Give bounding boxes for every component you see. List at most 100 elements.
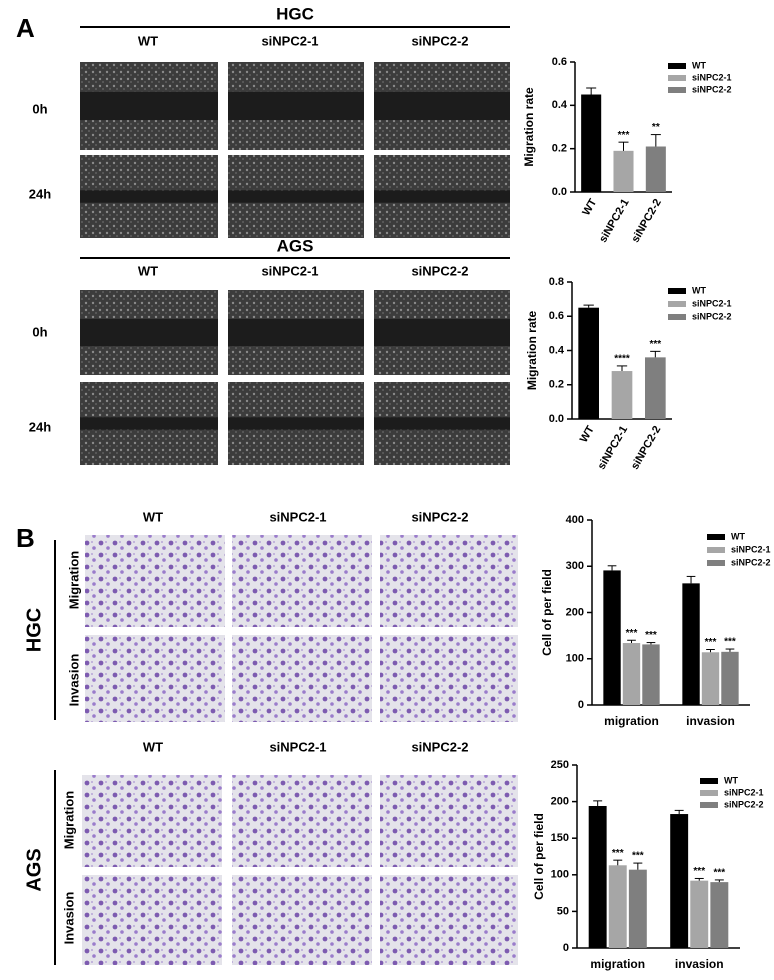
column-label: siNPC2-2 [411,739,468,754]
y-tick-label: 150 [551,832,569,844]
micrograph [380,775,518,867]
legend-label: siNPC2-1 [692,72,732,82]
legend-swatch [668,288,686,294]
x-tick-label: invasion [686,714,735,728]
bar [645,357,666,419]
wound-gap [80,417,218,430]
y-tick-label: 0.4 [549,344,565,356]
x-tick-label: siNPC2-1 [596,424,631,472]
bar [608,865,627,948]
row-label: Migration [61,791,76,850]
bar [710,882,729,948]
legend-swatch [700,778,718,784]
block-title: AGS [277,236,314,255]
legend-swatch [668,301,686,307]
legend-label: WT [724,775,738,785]
x-tick-label: migration [604,714,659,728]
significance: *** [612,848,624,859]
bar [622,643,641,705]
bar [690,880,709,948]
significance: *** [618,130,630,141]
row-label: 0h [32,324,47,339]
y-tick-label: 0.2 [552,143,567,155]
bar [701,652,720,705]
bar [613,150,634,192]
y-tick-label: 100 [551,869,569,881]
y-tick-label: 250 [551,759,569,771]
legend-label: siNPC2-2 [724,799,764,809]
significance: *** [713,868,725,879]
legend-label: siNPC2-1 [724,787,764,797]
y-tick-label: 200 [566,606,584,618]
y-tick-label: 0.6 [549,310,564,322]
micrograph [85,535,225,627]
column-label: siNPC2-1 [269,739,326,754]
column-label: siNPC2-1 [261,33,318,48]
block-title: AGS [23,848,45,891]
wound-gap [80,91,218,121]
wound-gap [374,91,510,121]
column-label: siNPC2-2 [411,33,468,48]
significance: ** [652,122,660,133]
micrograph [380,875,518,965]
y-tick-label: 0 [563,942,569,954]
block-title: HGC [276,4,314,23]
row-label: Migration [66,551,81,610]
y-tick-label: 100 [566,653,584,665]
y-tick-label: 0.4 [552,99,568,111]
micrograph [380,635,518,722]
bar [642,644,660,705]
bar [628,869,647,948]
legend-swatch [700,802,718,808]
bar [603,570,621,705]
column-label: WT [143,739,163,754]
micrograph [232,875,372,965]
significance: *** [645,630,657,641]
micrograph [82,875,222,965]
y-tick-label: 50 [557,905,569,917]
x-tick-label: WT [580,197,599,218]
y-tick-label: 300 [566,560,584,572]
significance: *** [724,637,736,648]
legend-label: WT [692,60,706,70]
significance: *** [693,866,705,877]
legend-label: siNPC2-2 [731,557,771,567]
significance: *** [649,339,661,350]
x-tick-label: siNPC2-2 [629,197,664,245]
wound-gap [228,318,364,347]
legend-swatch [668,87,686,93]
column-label: siNPC2-1 [261,263,318,278]
significance: **** [614,354,630,365]
micrograph [82,775,222,867]
panel-label: A [16,13,35,43]
legend-swatch [668,75,686,81]
legend-label: siNPC2-1 [692,298,732,308]
column-label: WT [138,33,158,48]
panel-label: B [16,523,35,553]
y-tick-label: 0.8 [549,276,564,288]
row-label: 0h [32,101,47,116]
wound-gap [228,417,364,430]
column-label: siNPC2-2 [411,263,468,278]
micrograph [232,535,372,627]
y-axis-label: Cell of per field [540,569,554,656]
wound-gap [228,190,364,203]
y-axis-label: Migration rate [525,311,539,391]
column-label: WT [138,263,158,278]
significance: *** [705,637,717,648]
x-tick-label: siNPC2-1 [597,197,632,245]
legend-swatch [700,790,718,796]
significance: *** [626,628,638,639]
micrograph [380,535,518,627]
wound-gap [374,417,510,430]
bar [682,583,700,705]
bar [611,371,633,419]
y-tick-label: 0.6 [552,56,567,68]
y-tick-label: 0.0 [549,413,564,425]
x-tick-label: migration [590,957,645,971]
column-label: siNPC2-1 [269,509,326,524]
x-tick-label: WT [578,424,597,445]
x-tick-label: invasion [675,957,724,971]
row-label: Invasion [66,654,81,707]
